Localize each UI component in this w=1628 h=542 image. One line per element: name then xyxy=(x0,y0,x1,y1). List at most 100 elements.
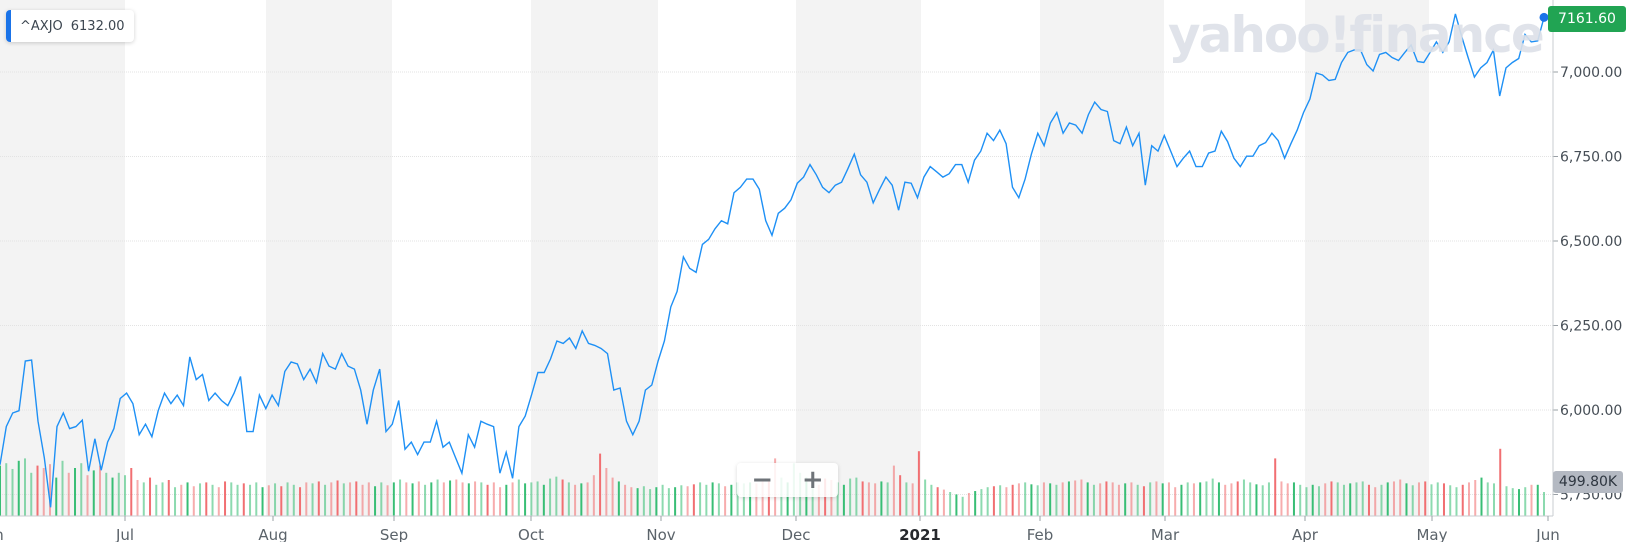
volume-bar xyxy=(1517,489,1520,516)
volume-bar xyxy=(1336,482,1339,516)
month-band xyxy=(0,0,125,516)
volume-bar xyxy=(499,487,502,516)
volume-bar xyxy=(467,483,470,516)
volume-bar xyxy=(1199,482,1202,516)
volume-bar xyxy=(1436,482,1439,516)
volume-bar xyxy=(761,479,764,516)
volume-bar xyxy=(1530,484,1533,516)
volume-bar xyxy=(924,479,927,516)
volume-bar xyxy=(0,465,1,516)
volume-bar xyxy=(655,487,658,516)
x-tick-label: Feb xyxy=(1027,526,1054,542)
volume-bar xyxy=(511,482,514,516)
volume-bar xyxy=(674,487,677,516)
volume-bar xyxy=(1136,484,1139,516)
volume-bar xyxy=(249,484,252,516)
volume-bar xyxy=(55,477,58,516)
volume-bar xyxy=(974,491,977,516)
volume-bar xyxy=(1167,482,1170,516)
volume-bar xyxy=(99,465,102,516)
zoom-in-button[interactable]: + xyxy=(801,465,824,495)
volume-bar xyxy=(636,488,639,516)
volume-bar xyxy=(1424,481,1427,516)
volume-bar xyxy=(830,480,833,516)
x-tick-label: 2021 xyxy=(899,526,941,542)
volume-bar xyxy=(86,475,89,516)
volume-bar xyxy=(274,483,277,516)
volume-bar xyxy=(355,481,358,516)
volume-bar xyxy=(1067,481,1070,516)
volume-bar xyxy=(1242,479,1245,516)
volume-bar xyxy=(842,484,845,516)
volume-bar xyxy=(455,479,458,516)
volume-bar xyxy=(1261,485,1264,516)
volume-bar xyxy=(1311,484,1314,516)
volume-bar xyxy=(1142,486,1145,516)
volume-bar xyxy=(442,482,445,516)
volume-bar xyxy=(724,486,727,516)
volume-bar xyxy=(680,485,683,516)
volume-bar xyxy=(1130,482,1133,516)
volume-bar xyxy=(574,484,577,516)
x-tick-label: Aug xyxy=(258,526,287,542)
volume-bar xyxy=(230,482,233,516)
volume-bar xyxy=(80,463,83,516)
volume-bar xyxy=(161,482,164,516)
volume-bar xyxy=(536,481,539,516)
volume-bar xyxy=(1174,487,1177,516)
volume-bar xyxy=(299,487,302,516)
volume-bar xyxy=(999,485,1002,516)
volume-bar xyxy=(1317,486,1320,516)
volume-bar xyxy=(236,484,239,516)
volume-bar xyxy=(255,482,258,516)
volume-bar xyxy=(611,477,614,516)
volume-bar xyxy=(1186,482,1189,516)
volume-bar xyxy=(1430,484,1433,516)
volume-bar xyxy=(399,479,402,516)
volume-bar xyxy=(1236,481,1239,516)
volume-bar xyxy=(767,481,770,516)
volume-bar xyxy=(542,484,545,516)
month-band xyxy=(531,0,658,516)
volume-bar xyxy=(886,482,889,516)
volume-bar xyxy=(1380,484,1383,516)
volume-bar xyxy=(105,472,108,516)
volume-bar xyxy=(1055,484,1058,516)
volume-bar xyxy=(1061,482,1064,516)
legend-symbol-chip[interactable]: ^AXJO 6132.00 xyxy=(6,10,134,42)
volume-bar xyxy=(261,487,264,516)
volume-bar xyxy=(1030,484,1033,516)
volume-bar xyxy=(286,482,289,516)
y-tick-label: 6,000.00 xyxy=(1560,403,1622,419)
volume-tag: 499.80K xyxy=(1553,471,1623,493)
volume-bar xyxy=(1392,481,1395,516)
volume-bar xyxy=(486,484,489,516)
volume-bar xyxy=(705,484,708,516)
volume-bar xyxy=(617,481,620,516)
volume-bar xyxy=(117,472,120,516)
volume-bar xyxy=(599,453,602,516)
volume-bar xyxy=(836,482,839,516)
volume-bar xyxy=(149,477,152,516)
volume-bar xyxy=(180,484,183,516)
volume-bar xyxy=(267,485,270,516)
zoom-controls: − + xyxy=(737,463,838,497)
volume-bar xyxy=(936,487,939,516)
zoom-out-button[interactable]: − xyxy=(751,465,774,495)
volume-bar xyxy=(1205,481,1208,516)
volume-bar xyxy=(424,484,427,516)
volume-bar xyxy=(567,482,570,516)
volume-bar xyxy=(561,479,564,516)
volume-bar xyxy=(167,480,170,516)
volume-bar xyxy=(1105,481,1108,516)
volume-bar xyxy=(111,477,114,516)
volume-bar xyxy=(417,481,420,516)
volume-bar xyxy=(342,483,345,516)
volume-bar xyxy=(436,479,439,516)
volume-bar xyxy=(867,482,870,516)
volume-bar xyxy=(1161,483,1164,516)
y-tick-label: 7,000.00 xyxy=(1560,65,1622,81)
volume-bar xyxy=(1492,483,1495,516)
volume-bar xyxy=(624,484,627,516)
